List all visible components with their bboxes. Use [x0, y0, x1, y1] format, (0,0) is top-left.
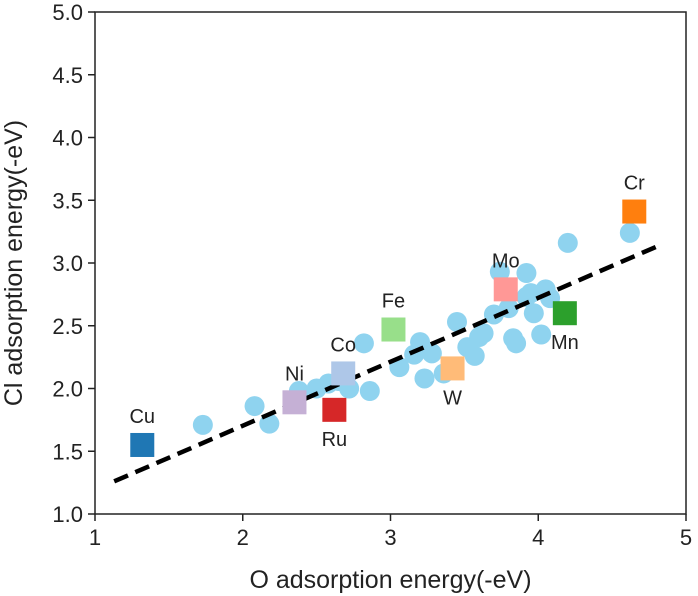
plot-frame — [94, 11, 687, 515]
x-tick-label: 4 — [532, 525, 544, 550]
y-tick-label: 1.5 — [52, 439, 83, 464]
axes: 1 2 3 4 5 1.0 1.5 2.0 2.5 3.0 3.5 4.0 4.5 5.0 — [52, 0, 692, 550]
data-point — [557, 232, 578, 253]
metal-marker-fe — [381, 317, 406, 342]
y-tick-label: 4.0 — [52, 126, 83, 151]
data-point — [473, 323, 494, 344]
metal-marker-ni — [282, 390, 307, 415]
plot-area: Cu Ni Ru Co Fe W Mo Mn Cr — [113, 173, 658, 484]
x-tick-label: 1 — [89, 525, 101, 550]
metal-marker-mn — [552, 301, 577, 326]
data-point — [464, 345, 485, 366]
data-point — [244, 396, 265, 417]
y-tick-label: 5.0 — [52, 0, 83, 25]
y-tick-label: 3.5 — [52, 188, 83, 213]
data-point — [414, 368, 435, 389]
metal-marker-mo — [493, 277, 518, 302]
x-tick-label: 3 — [384, 525, 396, 550]
data-point — [523, 303, 544, 324]
data-point — [359, 381, 380, 402]
y-axis-label: Cl adsorption energy(-eV) — [0, 120, 28, 406]
y-tick-label: 2.5 — [52, 314, 83, 339]
data-point — [353, 333, 374, 354]
metal-label-cr: Cr — [624, 173, 645, 195]
metal-label-mo: Mo — [492, 250, 520, 272]
x-tick-label: 2 — [237, 525, 249, 550]
data-point — [506, 333, 527, 354]
metal-marker-w — [440, 356, 465, 381]
data-point — [516, 263, 537, 284]
y-tick-label: 1.0 — [52, 502, 83, 527]
data-point — [489, 261, 510, 282]
metal-label-ru: Ru — [322, 429, 348, 451]
data-point — [531, 324, 552, 345]
metal-label-w: W — [443, 387, 462, 409]
data-point — [446, 311, 467, 332]
metal-label-cu: Cu — [129, 406, 155, 428]
y-tick-label: 4.5 — [52, 63, 83, 88]
metal-label-fe: Fe — [382, 291, 405, 313]
metal-marker-cu — [130, 432, 155, 457]
fit-line — [113, 244, 658, 484]
metal-label-mn: Mn — [551, 332, 579, 354]
x-tick-label: 5 — [680, 525, 692, 550]
y-tick-label: 3.0 — [52, 251, 83, 276]
data-point — [192, 414, 213, 435]
x-axis-label: O adsorption energy(-eV) — [249, 566, 531, 594]
data-point — [421, 343, 442, 364]
metal-label-co: Co — [330, 334, 356, 356]
metal-label-ni: Ni — [285, 363, 304, 385]
metal-marker-cr — [622, 199, 647, 224]
metal-marker-co — [331, 361, 356, 386]
data-point — [619, 222, 640, 243]
metal-marker-ru — [322, 397, 347, 422]
y-tick-label: 2.0 — [52, 377, 83, 402]
